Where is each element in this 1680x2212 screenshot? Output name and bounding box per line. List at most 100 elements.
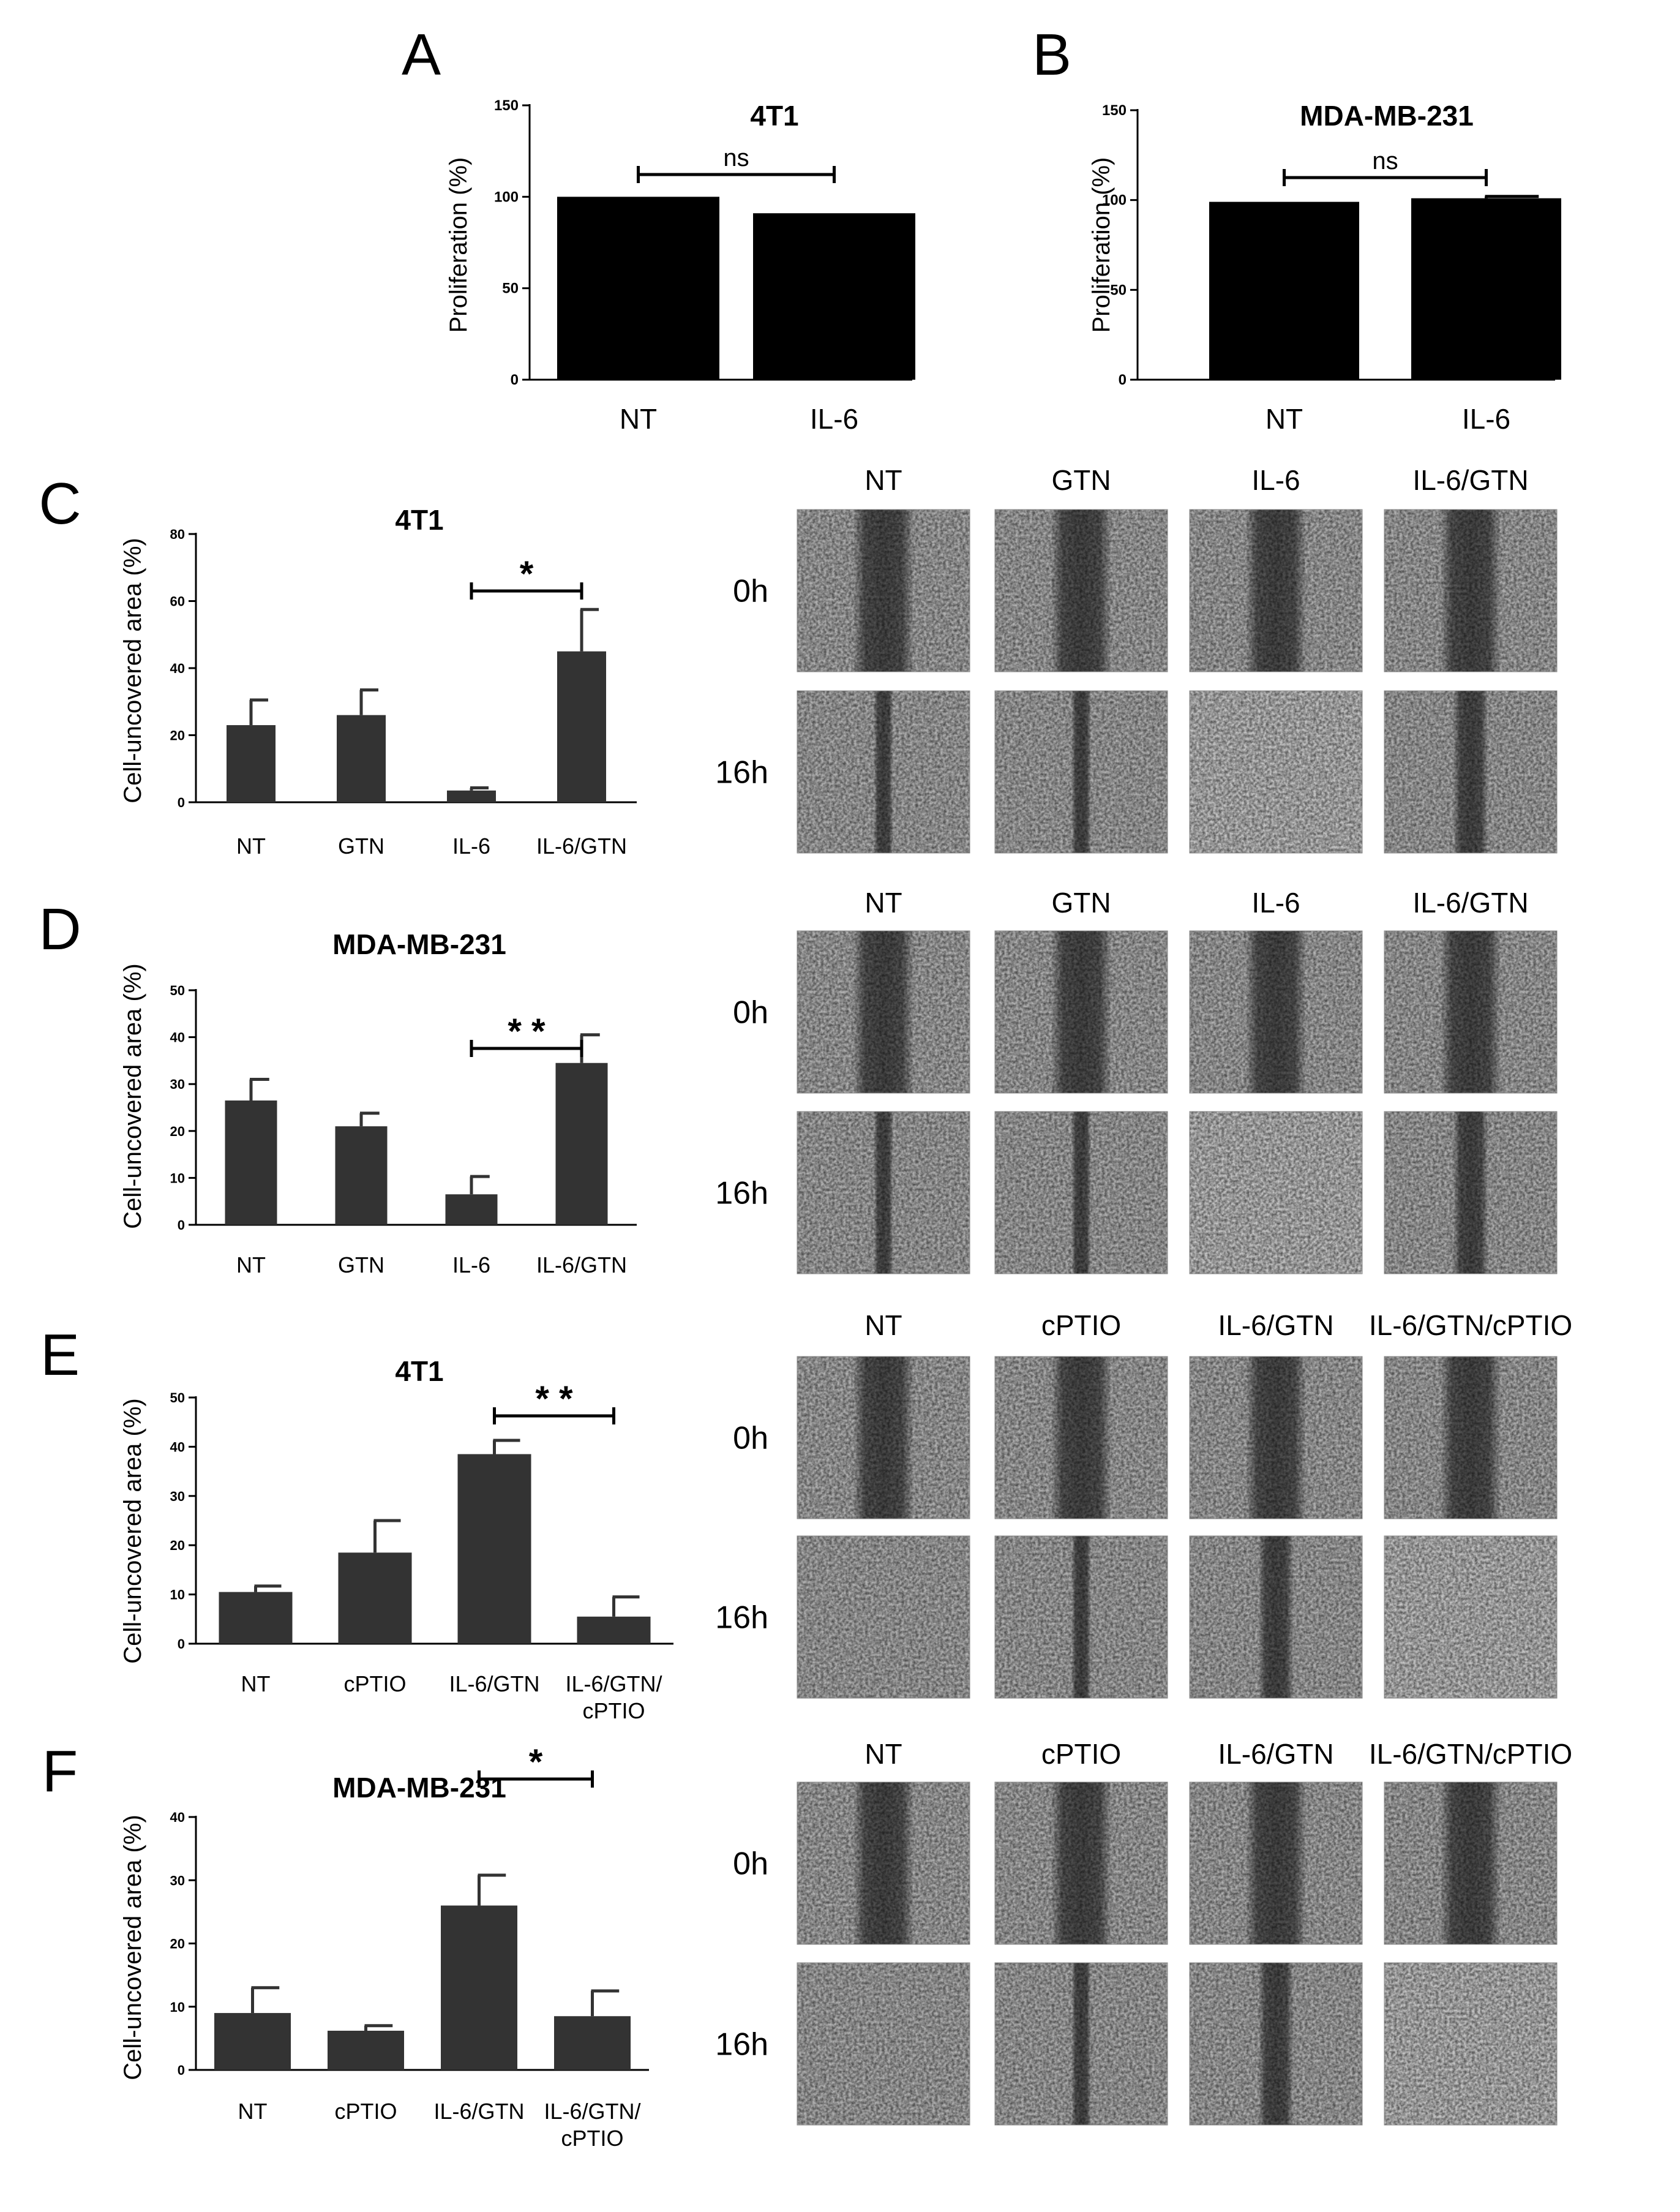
micrograph-image: [1189, 1111, 1363, 1274]
cell-texture: [797, 1112, 970, 1274]
micrograph-image: [994, 690, 1168, 854]
bar: [225, 1100, 277, 1225]
y-tick-label: 0: [178, 1217, 185, 1233]
cell-texture: [1384, 1356, 1557, 1519]
micrograph-frame: [797, 930, 970, 1094]
micrograph-image: [1189, 1962, 1363, 2126]
chart-title: 4T1: [750, 100, 798, 132]
micrograph-row-label: 0h: [733, 574, 768, 609]
micrograph-image: [994, 1781, 1168, 1945]
micrograph-frame: [994, 1356, 1168, 1519]
cell-texture: [1190, 1356, 1362, 1519]
micrograph-image: [1189, 509, 1363, 672]
y-tick-label: 20: [170, 1124, 185, 1139]
x-tick-label: IL-6/GTN/: [544, 2099, 640, 2124]
cell-texture: [1384, 510, 1557, 672]
micrograph-image: [1189, 690, 1363, 854]
y-tick-label: 50: [502, 280, 519, 297]
y-axis-label: Proliferation (%): [445, 157, 472, 333]
micrograph-image: [994, 1356, 1168, 1519]
bar: [753, 213, 915, 380]
significance-label: *: [520, 554, 534, 594]
y-axis-label: Proliferation (%): [1088, 157, 1115, 333]
cell-texture: [995, 1112, 1168, 1274]
micrograph-frame: [994, 1962, 1168, 2126]
y-tick-label: 30: [170, 1873, 185, 1888]
micrograph-image: [1384, 930, 1558, 1094]
micrograph-column-label: GTN: [1051, 464, 1111, 496]
panel-letter: D: [39, 897, 81, 962]
micrograph-frame: [1384, 1962, 1558, 2126]
y-axis-label: Cell-uncovered area (%): [119, 1398, 146, 1664]
micrograph-image: [1384, 690, 1558, 854]
micrograph-image: [797, 1962, 970, 2126]
bar: [1209, 201, 1359, 380]
bar: [555, 1063, 608, 1225]
cell-texture: [1190, 1536, 1362, 1698]
bar: [557, 197, 719, 380]
cell-texture: [1384, 1963, 1557, 2125]
x-tick-label: cPTIO: [343, 1671, 406, 1696]
y-tick-label: 50: [170, 1390, 185, 1405]
micrograph-image: [797, 1535, 970, 1699]
bar: [338, 1552, 412, 1644]
x-tick-label: cPTIO: [561, 2126, 623, 2151]
cell-texture: [1190, 691, 1362, 853]
chart-F: F MDA-MB-231 Cell-uncovered area (%) 0 10 20 3…: [42, 1739, 649, 2151]
micrograph-image: [797, 1781, 970, 1945]
cell-texture: [797, 1963, 970, 2125]
chart-title: 4T1: [395, 1355, 443, 1387]
micrograph-frame: [1384, 1111, 1558, 1274]
micrograph-image: [994, 1111, 1168, 1274]
micrograph-frame: [1384, 1781, 1558, 1945]
micrograph-frame: [994, 1781, 1168, 1945]
micrograph-column-label: IL-6/GTN/cPTIO: [1369, 1309, 1572, 1341]
y-tick-label: 100: [494, 189, 519, 205]
x-tick-label: IL-6/GTN: [449, 1671, 539, 1696]
micrograph-image: [994, 930, 1168, 1094]
significance-label: * *: [508, 1012, 546, 1051]
micrograph-column-label: cPTIO: [1041, 1309, 1121, 1341]
x-tick-label: NT: [236, 833, 266, 859]
x-tick-label: NT: [238, 2099, 268, 2124]
panel-letter: F: [42, 1739, 78, 1804]
y-tick-label: 40: [170, 1030, 185, 1045]
x-tick-label: NT: [236, 1252, 266, 1277]
micrograph-image: [1384, 1535, 1558, 1699]
y-tick-label: 0: [178, 2063, 185, 2078]
bar: [554, 2016, 631, 2070]
micrograph-column-label: IL-6/GTN: [1218, 1309, 1333, 1341]
y-tick-label: 40: [170, 1439, 185, 1454]
y-tick-label: 150: [1102, 102, 1127, 119]
micrograph-image: [797, 690, 970, 854]
micrograph-frame: [1384, 509, 1558, 672]
x-tick-label: IL-6/GTN: [433, 2099, 524, 2124]
y-tick-label: 40: [170, 1810, 185, 1825]
y-tick-label: 0: [178, 1636, 185, 1652]
micrograph-frame: [1384, 1535, 1558, 1699]
micrograph-frame: [797, 1781, 970, 1945]
x-tick-label: IL-6/GTN/: [565, 1671, 662, 1696]
chart-title: MDA-MB-231: [332, 1772, 506, 1804]
y-tick-label: 80: [170, 527, 185, 542]
micrograph-row-label: 16h: [715, 1600, 768, 1636]
micrograph-row-label: 0h: [733, 995, 768, 1031]
chart-E: E 4T1 Cell-uncovered area (%) 0 10 20 30 40 50 NT…: [40, 1322, 673, 1723]
micrograph-frame: [1189, 509, 1363, 672]
micrograph-grid-E: NT cPTIO IL-6/GTN IL-6/GTN/cPTIO 0h 16h: [715, 1309, 1572, 1699]
micrograph-frame: [1189, 1111, 1363, 1274]
micrograph-row-label: 0h: [733, 1421, 768, 1456]
micrograph-image: [797, 930, 970, 1094]
micrograph-image: [1189, 1356, 1363, 1519]
micrograph-column-label: IL-6/GTN/cPTIO: [1369, 1738, 1572, 1770]
panel-letter: E: [40, 1322, 80, 1388]
y-tick-label: 20: [170, 1538, 185, 1553]
micrograph-frame: [797, 509, 970, 672]
x-tick-label: IL-6: [810, 403, 858, 435]
chart-C: C 4T1 Cell-uncovered area (%) 0 20 40 60 80 NT GT…: [39, 471, 637, 859]
micrograph-column-label: NT: [864, 464, 902, 496]
chart-A: A 4T1 Proliferation (%) 0 50 100 150 NT IL-6 ns: [402, 22, 915, 435]
micrograph-column-label: IL-6: [1251, 887, 1300, 919]
x-tick-label: IL-6: [452, 833, 490, 859]
